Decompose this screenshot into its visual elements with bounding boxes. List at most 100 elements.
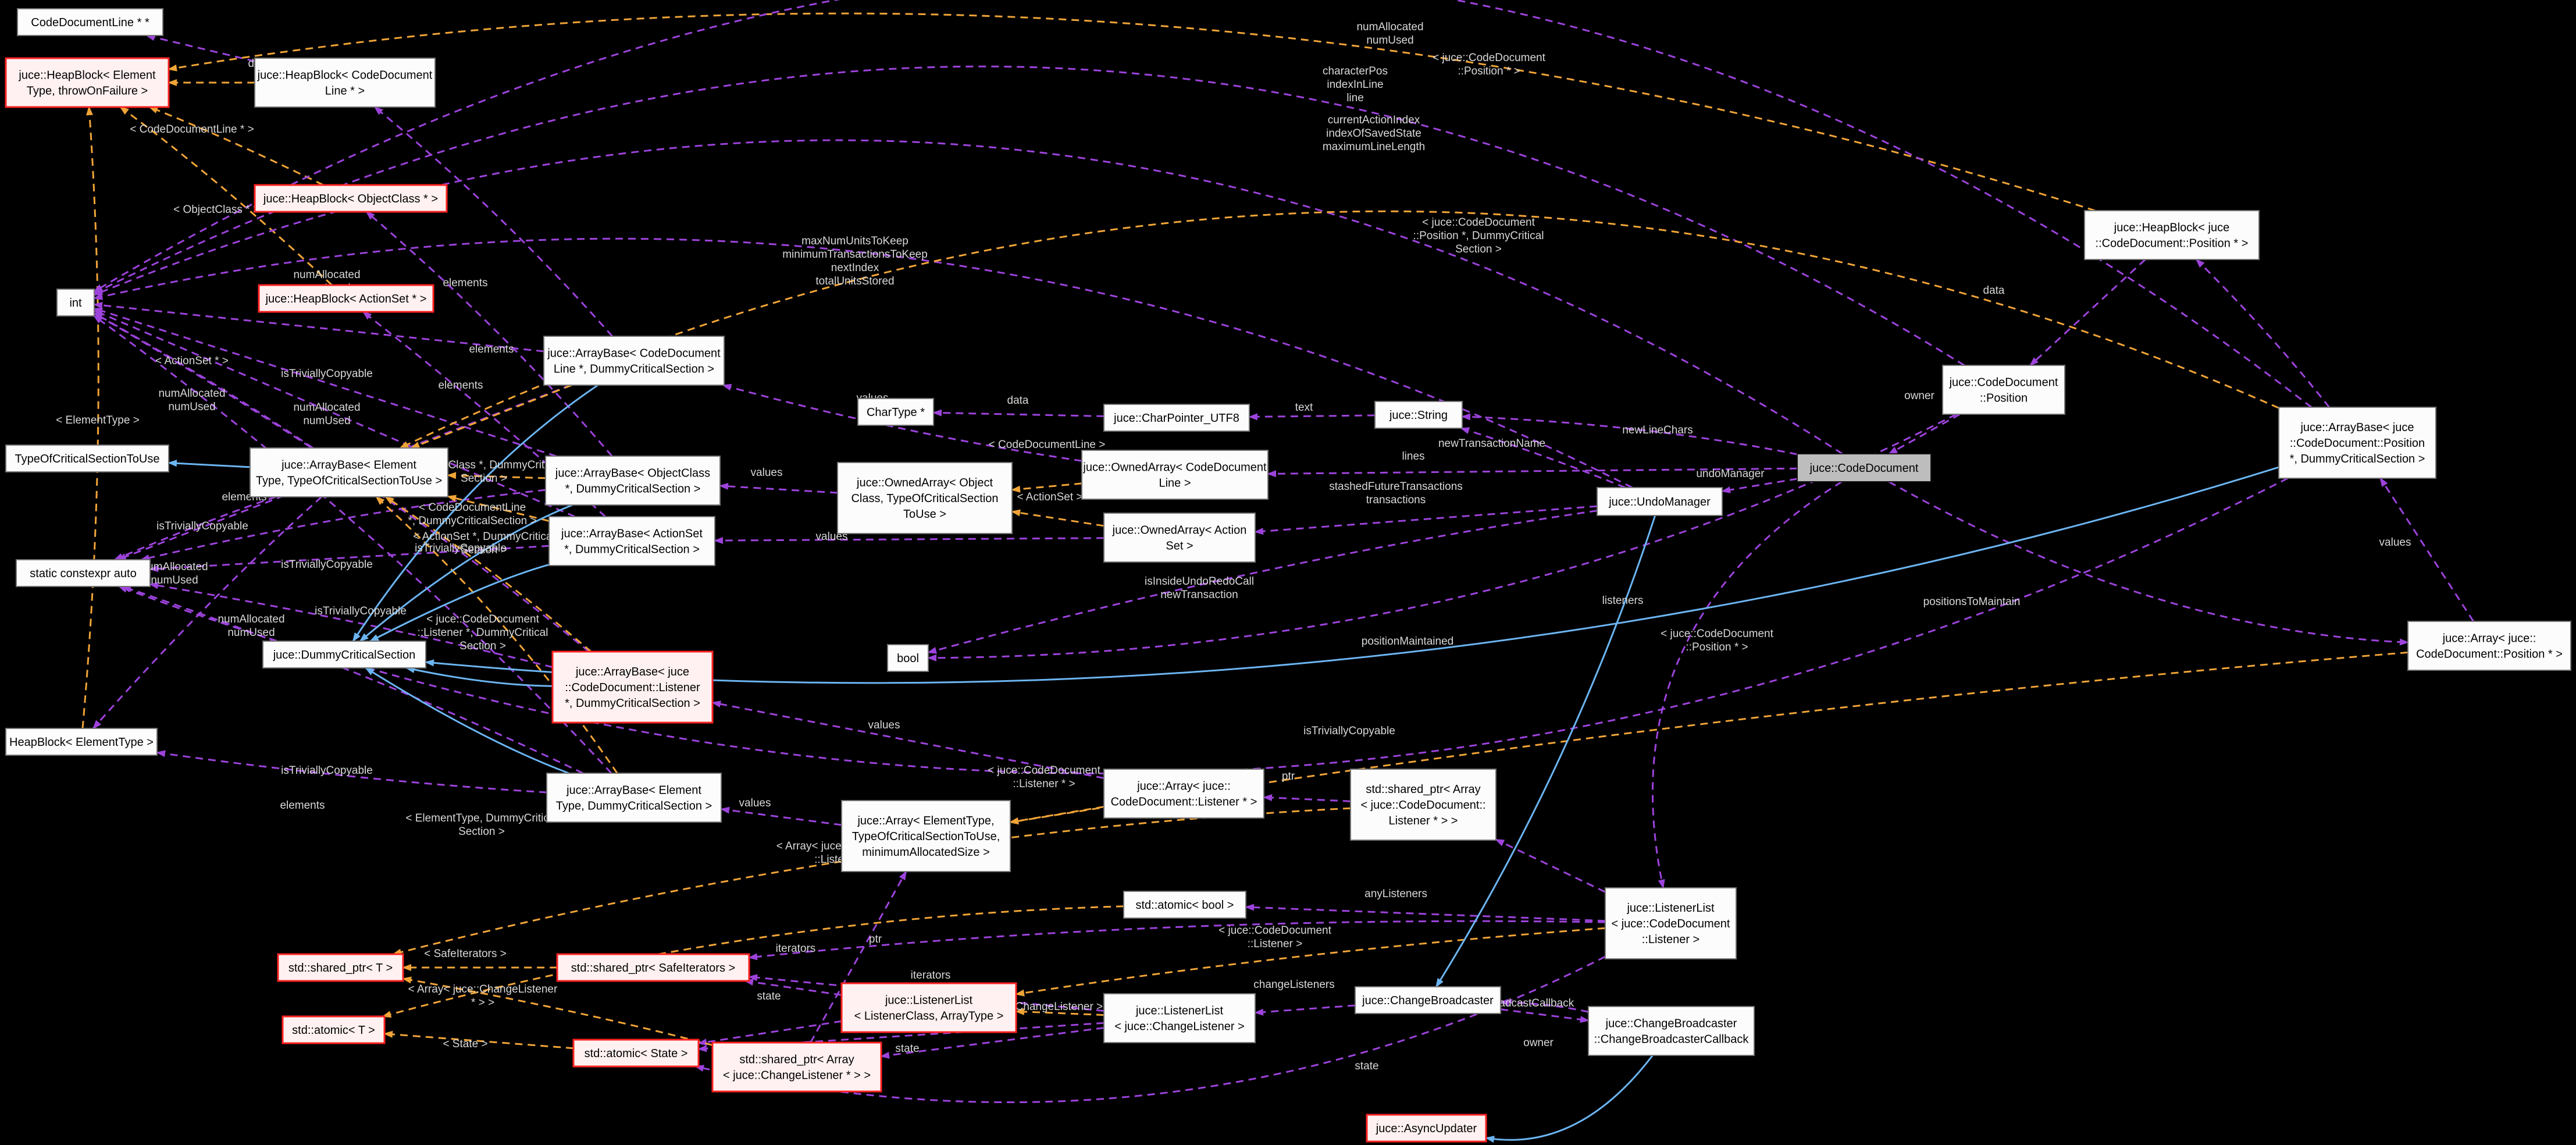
- node-sp_arr_cl[interactable]: std::shared_ptr< Array < juce::ChangeList…: [711, 1041, 882, 1093]
- edge-label-cd_pos-codedoc: owner: [1904, 390, 1934, 402]
- node-ab_cdl[interactable]: juce::ArrayBase< CodeDocument Line *, Dum…: [543, 336, 725, 386]
- node-hb_as-box[interactable]: [258, 284, 434, 313]
- node-oa_as-box[interactable]: [1103, 513, 1256, 563]
- node-asyncupd-box[interactable]: [1366, 1114, 1487, 1143]
- node-ll_cd-label: juce::ListenerList < juce::CodeDocument::…: [1611, 902, 1730, 946]
- node-oa_oc-box[interactable]: [837, 462, 1013, 534]
- node-cd_pos-box[interactable]: [1942, 365, 2065, 415]
- node-ll_cd-box[interactable]: [1605, 887, 1737, 959]
- node-ab_et_tocs[interactable]: juce::ArrayBase< Element Type, TypeOfCrit…: [250, 447, 448, 497]
- node-oa_cdl-box[interactable]: [1081, 450, 1269, 500]
- node-hb_pos[interactable]: juce::HeapBlock< juce::CodeDocument::Pos…: [2084, 210, 2260, 260]
- node-undomgr[interactable]: juce::UndoManager: [1597, 487, 1723, 516]
- node-oa_as[interactable]: juce::OwnedArray< Action Set >: [1103, 513, 1256, 563]
- node-sp_arr_cl-label: std::shared_ptr< Array < juce::ChangeList…: [723, 1054, 871, 1082]
- node-oa_oc[interactable]: juce::OwnedArray< Object Class, TypeOfCri…: [837, 462, 1013, 534]
- node-cp_utf8-box[interactable]: [1103, 404, 1250, 432]
- node-hb_oc-box[interactable]: [254, 184, 448, 213]
- node-jstring[interactable]: juce::String: [1374, 401, 1463, 429]
- node-at_bool[interactable]: std::atomic< bool >: [1123, 891, 1246, 919]
- node-sp_t[interactable]: std::shared_ptr< T >: [277, 953, 404, 982]
- node-arr_lst-box[interactable]: [1103, 769, 1264, 819]
- node-ab_et_dcs[interactable]: juce::ArrayBase< Element Type, DummyCriti…: [546, 773, 722, 823]
- node-ab_et_dcs-box[interactable]: [546, 773, 722, 823]
- node-ab_oc[interactable]: juce::ArrayBase< ObjectClass *, DummyCrit…: [545, 456, 721, 506]
- node-n_int[interactable]: int: [56, 289, 95, 317]
- node-jstring-box[interactable]: [1374, 401, 1463, 429]
- node-arr_pos[interactable]: juce::Array< juce:: CodeDocument::Positio…: [2407, 621, 2571, 671]
- node-hb_et-box[interactable]: [5, 57, 170, 108]
- node-sp_si[interactable]: std::shared_ptr< SafeIterators >: [556, 953, 750, 982]
- node-hb_cdl[interactable]: juce::HeapBlock< CodeDocument Line * >: [254, 58, 436, 108]
- node-at_state[interactable]: std::atomic< State >: [572, 1039, 700, 1068]
- node-at_t-box[interactable]: [282, 1015, 386, 1044]
- node-tocstu-box[interactable]: [5, 445, 169, 472]
- node-chartype-box[interactable]: [857, 398, 934, 426]
- node-ab_et_tocs-box[interactable]: [250, 447, 448, 497]
- node-n_bool[interactable]: bool: [887, 644, 929, 672]
- node-arr_pos-label: juce::Array< juce:: CodeDocument::Positio…: [2416, 632, 2563, 661]
- node-sp_arr_cl-box[interactable]: [711, 1041, 882, 1093]
- node-cp_utf8[interactable]: juce::CharPointer_UTF8: [1103, 404, 1250, 432]
- node-chbr_cb[interactable]: juce::ChangeBroadcaster::ChangeBroadcast…: [1588, 1006, 1755, 1056]
- edge-ab_et_tocs-hb_et2: [92, 496, 322, 730]
- node-arr_lst[interactable]: juce::Array< juce:: CodeDocument::Listene…: [1103, 769, 1264, 819]
- node-at_t[interactable]: std::atomic< T >: [282, 1015, 386, 1044]
- node-ab_pos[interactable]: juce::ArrayBase< juce::CodeDocument::Pos…: [2278, 407, 2436, 479]
- node-oa_cdl[interactable]: juce::OwnedArray< CodeDocument Line >: [1081, 450, 1269, 500]
- edge-label-ll_cd-at_state: state: [1355, 1060, 1378, 1072]
- node-n_bool-box[interactable]: [887, 644, 929, 672]
- node-chbr_cb-box[interactable]: [1588, 1006, 1755, 1056]
- edge-label-cd_pos-n_bool: positionMaintained: [1362, 635, 1453, 648]
- node-tocstu[interactable]: TypeOfCriticalSectionToUse: [5, 445, 169, 472]
- node-arr_et[interactable]: juce::Array< ElementType, TypeOfCriticalS…: [841, 800, 1011, 872]
- node-arr_pos-box[interactable]: [2407, 621, 2571, 671]
- node-ll_cl-box[interactable]: [1103, 993, 1256, 1043]
- node-sca-box[interactable]: [16, 559, 151, 587]
- node-sp_si-box[interactable]: [556, 953, 750, 982]
- node-chartype[interactable]: CharType *: [857, 398, 934, 426]
- node-hb_oc[interactable]: juce::HeapBlock< ObjectClass * >: [254, 184, 448, 213]
- node-undomgr-box[interactable]: [1597, 487, 1723, 516]
- node-ab_pos-box[interactable]: [2278, 407, 2436, 479]
- edge-label-sp_si-sp_t: < SafeIterators >: [424, 948, 507, 960]
- node-ll_gen[interactable]: juce::ListenerList < ListenerClass, Array…: [840, 982, 1017, 1033]
- node-hb_et2-box[interactable]: [5, 728, 158, 756]
- node-at_state-box[interactable]: [572, 1039, 700, 1068]
- node-cdl2x[interactable]: CodeDocumentLine * *: [17, 8, 163, 36]
- node-chbr-box[interactable]: [1355, 986, 1501, 1014]
- node-ab_as-box[interactable]: [548, 516, 715, 566]
- node-codedoc-box[interactable]: [1797, 453, 1932, 482]
- node-at_bool-box[interactable]: [1123, 891, 1246, 919]
- node-ab_lst[interactable]: juce::ArrayBase< juce::CodeDocument::Lis…: [551, 650, 714, 724]
- node-sp_arr_lst[interactable]: std::shared_ptr< Array < juce::CodeDocume…: [1350, 769, 1497, 841]
- node-dcs-box[interactable]: [262, 641, 426, 668]
- node-ab_oc-box[interactable]: [545, 456, 721, 506]
- node-ll_cd[interactable]: juce::ListenerList < juce::CodeDocument::…: [1605, 887, 1737, 959]
- edge-hb_pos-hb_et: [168, 12, 2096, 212]
- node-cd_pos[interactable]: juce::CodeDocument::Position: [1942, 365, 2065, 415]
- node-asyncupd[interactable]: juce::AsyncUpdater: [1366, 1114, 1487, 1143]
- node-sca[interactable]: static constexpr auto: [16, 559, 151, 587]
- node-arr_et-box[interactable]: [841, 800, 1011, 872]
- node-sp_t-box[interactable]: [277, 953, 404, 982]
- node-n_bool-label: bool: [897, 652, 919, 665]
- node-cdl2x-box[interactable]: [17, 8, 163, 36]
- node-hb_pos-box[interactable]: [2084, 210, 2260, 260]
- node-ll_gen-box[interactable]: [840, 982, 1017, 1033]
- node-hb_et[interactable]: juce::HeapBlock< Element Type, throwOnFai…: [5, 57, 170, 108]
- node-dcs[interactable]: juce::DummyCriticalSection: [262, 641, 426, 668]
- node-hb_as[interactable]: juce::HeapBlock< ActionSet * >: [258, 284, 434, 313]
- edge-ll_cd-at_bool: [1245, 904, 1606, 922]
- node-hb_cdl-box[interactable]: [254, 58, 436, 108]
- node-codedoc[interactable]: juce::CodeDocument: [1797, 453, 1932, 482]
- node-chbr[interactable]: juce::ChangeBroadcaster: [1355, 986, 1501, 1014]
- edge-label-chbr-chbr_cb: broadcastCallback: [1483, 997, 1574, 1009]
- node-ab_cdl-box[interactable]: [543, 336, 725, 386]
- node-ab_lst-box[interactable]: [551, 650, 714, 724]
- node-ll_cl[interactable]: juce::ListenerList < juce::ChangeListener…: [1103, 993, 1256, 1043]
- node-sp_arr_lst-box[interactable]: [1350, 769, 1497, 841]
- node-hb_et2[interactable]: HeapBlock< ElementType >: [5, 728, 158, 756]
- node-ab_as[interactable]: juce::ArrayBase< ActionSet *, DummyCritic…: [548, 516, 715, 566]
- node-n_int-box[interactable]: [56, 289, 95, 317]
